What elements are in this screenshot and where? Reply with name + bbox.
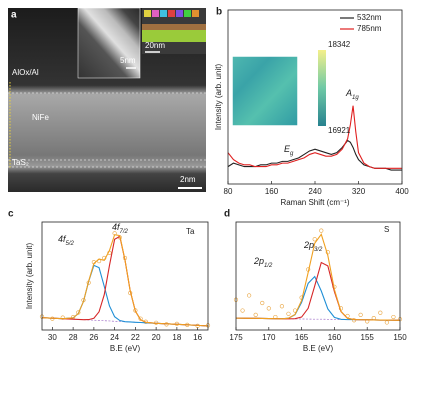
tem-panel: a AlOx/Al NiFe TaS₂ 2nm 5nm 20nm	[8, 7, 206, 192]
data-point	[384, 320, 389, 325]
x-tick-label: 80	[224, 187, 233, 196]
data-point	[351, 318, 357, 323]
x-tick-label: 18	[172, 333, 181, 342]
peak-label: Eg	[284, 144, 294, 156]
series-line	[235, 275, 401, 321]
panel-label: d	[224, 209, 230, 220]
peak-label-sub: 1/2	[264, 263, 273, 269]
data-point	[247, 293, 252, 298]
data-point	[391, 314, 396, 320]
x-tick-label: 400	[395, 187, 409, 196]
layer-label: TaS₂	[12, 158, 29, 167]
colorbar-label: 16921	[328, 126, 351, 135]
scale-label: 20nm	[145, 41, 165, 50]
eds-layer	[142, 24, 206, 30]
peak-label-main: E	[284, 144, 291, 154]
data-point	[253, 312, 258, 317]
plot-frame	[227, 9, 403, 185]
x-axis-label: B.E (eV)	[303, 344, 334, 353]
x-tick-label: 165	[295, 333, 309, 342]
series-line	[41, 234, 209, 327]
eds-layer	[142, 30, 206, 42]
series-line	[41, 264, 209, 327]
series-line	[227, 105, 402, 169]
data-point	[286, 311, 291, 316]
peak-label: 2p1/2	[253, 256, 273, 268]
colorbar-label: 18342	[328, 40, 351, 49]
x-tick-label: 160	[265, 187, 279, 196]
data-point	[138, 316, 143, 321]
layer-label: NiFe	[32, 113, 49, 122]
y-axis-label: Intensity (arb. unit)	[214, 64, 223, 131]
peak-label: 2p3/2	[303, 240, 323, 252]
layer-label: AlOx/Al	[12, 68, 39, 77]
data-point	[378, 310, 383, 315]
peak-label: 4f7/2	[112, 222, 129, 234]
data-point	[76, 310, 81, 315]
data-point	[279, 304, 285, 309]
plot-frame	[41, 221, 209, 331]
x-tick-label: 160	[328, 333, 342, 342]
peak-label-sub: g	[290, 151, 294, 157]
series-line	[227, 139, 402, 171]
x-tick-label: 155	[361, 333, 375, 342]
x-tick-label: 175	[229, 333, 243, 342]
peak-label: 4f5/2	[58, 234, 75, 246]
x-tick-label: 30	[48, 333, 57, 342]
data-point	[312, 237, 317, 242]
x-tick-label: 170	[262, 333, 276, 342]
x-tick-label: 16	[193, 333, 202, 342]
peak-label-sub: 7/2	[120, 229, 129, 235]
data-point	[371, 316, 376, 321]
peak-label-sub: 1g	[352, 95, 359, 101]
panel-label: b	[216, 7, 222, 18]
peak-label-main: 2p	[253, 256, 264, 266]
legend-label: 532nm	[357, 13, 382, 22]
y-axis-label: Intensity (arb. unit)	[25, 243, 34, 310]
peak-label-main: 4f	[112, 222, 121, 232]
scale-label: 2nm	[180, 175, 196, 184]
x-tick-label: 26	[89, 333, 98, 342]
x-tick-label: 28	[69, 333, 78, 342]
data-point	[60, 315, 65, 320]
data-point	[319, 228, 324, 233]
panel-label: c	[8, 209, 14, 220]
peak-label-main: 2p	[303, 240, 314, 250]
data-point	[240, 308, 245, 313]
plot-frame	[235, 221, 401, 331]
element-label: Ta	[186, 227, 195, 236]
peak-label-sub: 5/2	[66, 241, 75, 247]
data-point	[133, 308, 138, 313]
peak-label-sub: 3/2	[314, 247, 323, 253]
x-tick-label: 240	[308, 187, 322, 196]
peak-label-main: A	[345, 88, 352, 98]
peak-label-main: 4f	[58, 234, 67, 244]
colorbar	[318, 50, 326, 126]
inset-image	[77, 7, 141, 79]
series-line	[41, 235, 209, 327]
data-point	[266, 306, 271, 311]
series-line	[235, 261, 401, 321]
scale-label: 5nm	[120, 56, 136, 65]
x-tick-label: 150	[393, 333, 407, 342]
legend-label: 785nm	[357, 24, 382, 33]
element-label: S	[384, 225, 389, 234]
series-line	[235, 233, 401, 321]
peak-label: A1g	[345, 88, 359, 100]
x-tick-label: 22	[131, 333, 140, 342]
data-point	[358, 312, 363, 317]
raman-map	[231, 55, 299, 127]
x-axis-label: Raman Shift (cm⁻¹)	[280, 198, 349, 207]
x-axis-label: B.E (eV)	[110, 344, 141, 353]
data-point	[260, 300, 265, 306]
panel-label: a	[11, 10, 17, 21]
x-tick-label: 20	[152, 333, 161, 342]
eds-colors	[144, 10, 199, 17]
x-tick-label: 320	[352, 187, 366, 196]
x-tick-label: 24	[110, 333, 119, 342]
